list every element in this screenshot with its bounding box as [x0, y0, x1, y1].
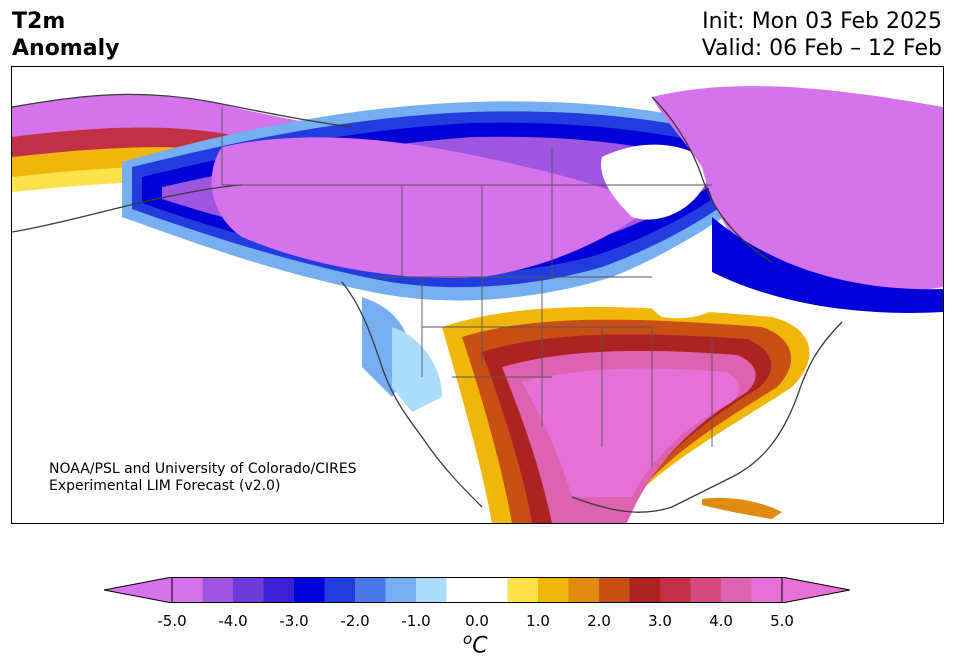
units-degree-sup: o — [463, 630, 473, 648]
colorbar-svg — [103, 576, 851, 604]
colorbar-extend-max — [781, 576, 851, 604]
colorbar-segment — [263, 577, 295, 603]
colorbar-segment — [507, 577, 539, 603]
colorbar-tick-label: 5.0 — [770, 612, 794, 630]
colorbar-segment — [751, 577, 783, 603]
init-date-label: Init: Mon 03 Feb 2025 — [702, 9, 942, 34]
attribution-text: NOAA/PSL and University of Colorado/CIRE… — [49, 461, 357, 495]
colorbar-segment — [599, 577, 630, 603]
map-title: T2m Anomaly — [12, 8, 119, 62]
anomaly-map-canvas — [12, 67, 943, 523]
colorbar-segment — [568, 577, 600, 603]
colorbar-segment — [629, 577, 661, 603]
colorbar-tick-label: 2.0 — [587, 612, 611, 630]
colorbar-tick-label: -3.0 — [279, 612, 309, 630]
colorbar-frame — [171, 577, 783, 603]
colorbar-segment — [355, 577, 386, 603]
colorbar-tick-label: -4.0 — [218, 612, 248, 630]
colorbar-tick-label: -2.0 — [340, 612, 370, 630]
colorbar-segment — [446, 577, 478, 603]
colorbar-units-label: oC — [463, 630, 488, 658]
attribution-line1: NOAA/PSL and University of Colorado/CIRE… — [49, 461, 357, 477]
colorbar-tick-label: 0.0 — [465, 612, 489, 630]
colorbar-segment — [294, 577, 325, 603]
colorbar-segment — [233, 577, 264, 603]
colorbar-tick-label: -1.0 — [401, 612, 431, 630]
valid-date-label: Valid: 06 Feb – 12 Feb — [701, 36, 942, 61]
attribution-line2: Experimental LIM Forecast (v2.0) — [49, 478, 281, 494]
colorbar-segment — [721, 577, 752, 603]
colorbar-segment — [477, 577, 508, 603]
colorbar-segment — [538, 577, 569, 603]
colorbar-extend-min — [103, 576, 173, 604]
forecast-dates: Init: Mon 03 Feb 2025 Valid: 06 Feb – 12… — [702, 8, 942, 62]
units-main: C — [472, 633, 488, 659]
colorbar-segment — [416, 577, 447, 603]
colorbar-segment — [172, 577, 203, 603]
colorbar-segment — [660, 577, 691, 603]
title-variable-line1: T2m — [12, 9, 66, 34]
colorbar-segment — [385, 577, 417, 603]
colorbar-segment — [202, 577, 234, 603]
colorbar-segment — [690, 577, 722, 603]
title-variable-line2: Anomaly — [12, 36, 120, 61]
anomaly-map — [11, 66, 944, 524]
colorbar-tick-label: 3.0 — [648, 612, 672, 630]
colorbar-tick-label: 1.0 — [526, 612, 550, 630]
colorbar-segment — [324, 577, 356, 603]
colorbar — [103, 576, 851, 604]
colorbar-tick-label: 4.0 — [709, 612, 733, 630]
colorbar-tick-label: -5.0 — [157, 612, 187, 630]
